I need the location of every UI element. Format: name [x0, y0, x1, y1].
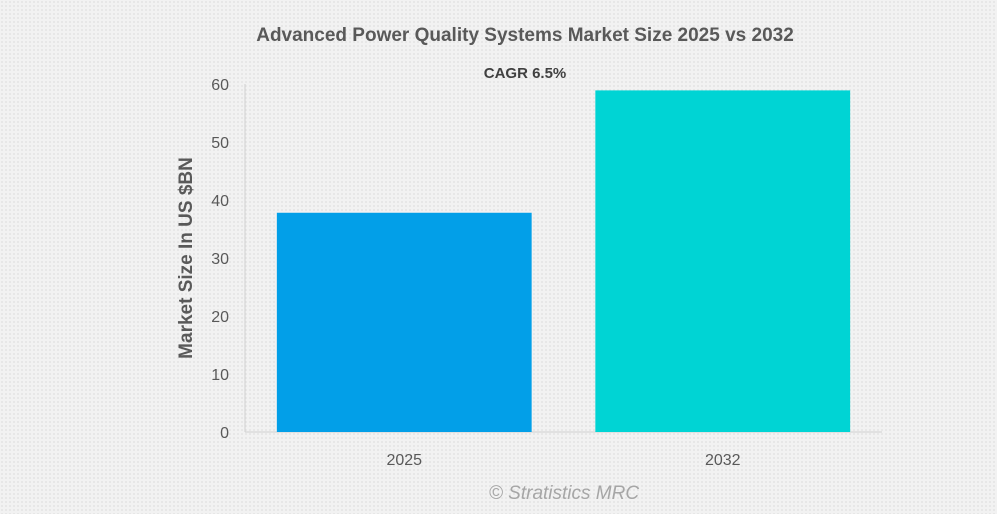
y-tick-label: 0 — [220, 425, 229, 442]
x-tick-label: 2025 — [386, 452, 422, 469]
y-tick-label: 20 — [211, 309, 229, 326]
y-tick-label: 10 — [211, 367, 229, 384]
x-tick-label: 2032 — [705, 452, 741, 469]
bar-2032 — [595, 90, 851, 432]
y-tick-label: 30 — [211, 251, 229, 268]
y-tick-label: 40 — [211, 193, 229, 210]
y-tick-label: 60 — [211, 77, 229, 94]
copyright-text: © Stratistics MRC — [489, 483, 639, 504]
bar-2025 — [276, 212, 532, 432]
cagr-annotation: CAGR 6.5% — [484, 65, 567, 82]
chart-title: Advanced Power Quality Systems Market Si… — [256, 25, 794, 46]
y-axis-label: Market Size In US $BN — [176, 157, 197, 359]
y-tick-label: 50 — [211, 135, 229, 152]
